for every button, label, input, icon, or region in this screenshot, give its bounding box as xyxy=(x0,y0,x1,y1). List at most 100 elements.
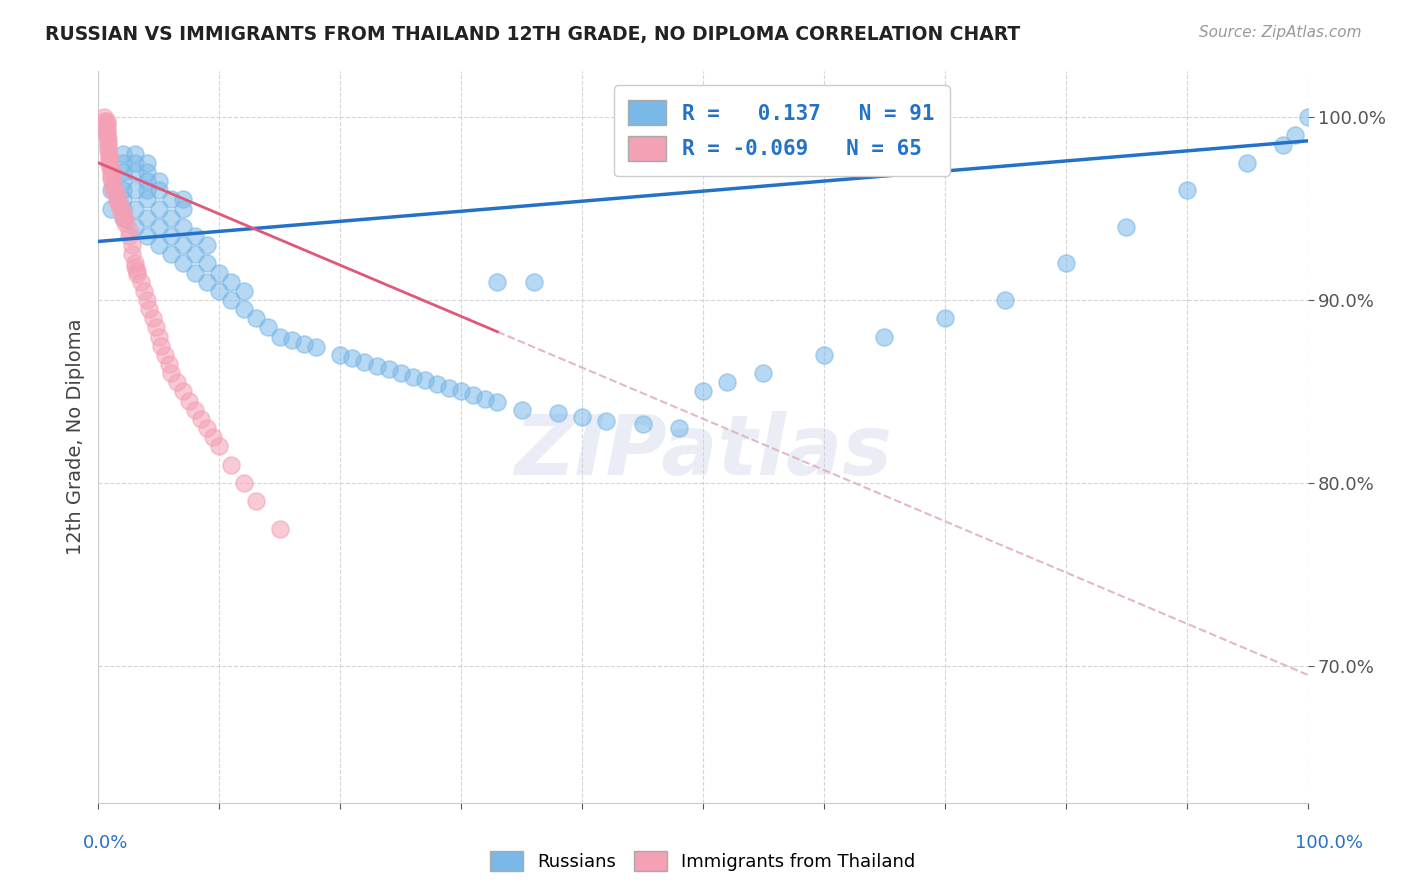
Point xyxy=(148,238,170,252)
Point xyxy=(208,439,231,453)
Point xyxy=(389,366,412,380)
Point xyxy=(111,209,134,223)
Y-axis label: 12th Grade, No Diploma: 12th Grade, No Diploma xyxy=(66,318,84,556)
Point xyxy=(245,494,267,508)
Point xyxy=(172,384,194,399)
Point xyxy=(121,238,143,252)
Point xyxy=(100,161,122,176)
Point xyxy=(523,275,546,289)
Point xyxy=(97,136,120,150)
Point xyxy=(108,202,131,216)
Point xyxy=(148,174,170,188)
Point xyxy=(172,202,194,216)
Point xyxy=(486,275,509,289)
Point xyxy=(934,311,956,326)
Point xyxy=(1272,137,1295,152)
Point xyxy=(96,121,118,136)
Point xyxy=(108,198,131,212)
Text: Source: ZipAtlas.com: Source: ZipAtlas.com xyxy=(1198,25,1361,40)
Point xyxy=(184,228,207,243)
Point xyxy=(172,219,194,234)
Point xyxy=(221,458,243,472)
Point xyxy=(437,381,460,395)
Point xyxy=(1054,256,1077,270)
Point xyxy=(463,388,485,402)
Point xyxy=(221,293,243,307)
Point xyxy=(111,202,134,216)
Point xyxy=(98,158,121,172)
Legend: Russians, Immigrants from Thailand: Russians, Immigrants from Thailand xyxy=(484,844,922,879)
Point xyxy=(100,202,122,216)
Point xyxy=(101,176,124,190)
Point xyxy=(510,402,533,417)
Point xyxy=(135,192,157,206)
Point xyxy=(366,359,388,373)
Point xyxy=(716,375,738,389)
Point xyxy=(160,192,183,206)
Point xyxy=(631,417,654,432)
Point xyxy=(256,320,278,334)
Point xyxy=(111,165,134,179)
Point xyxy=(100,183,122,197)
Text: 100.0%: 100.0% xyxy=(1295,834,1362,852)
Point xyxy=(111,174,134,188)
Point xyxy=(93,121,115,136)
Point xyxy=(148,219,170,234)
Point xyxy=(127,268,149,282)
Point xyxy=(195,238,218,252)
Point xyxy=(305,341,328,355)
Point xyxy=(166,375,188,389)
Point xyxy=(172,238,194,252)
Text: RUSSIAN VS IMMIGRANTS FROM THAILAND 12TH GRADE, NO DIPLOMA CORRELATION CHART: RUSSIAN VS IMMIGRANTS FROM THAILAND 12TH… xyxy=(45,25,1021,44)
Point xyxy=(97,132,120,146)
Point xyxy=(150,338,173,352)
Point xyxy=(413,373,436,387)
Point xyxy=(994,293,1017,307)
Point xyxy=(1115,219,1137,234)
Point xyxy=(160,228,183,243)
Text: 0.0%: 0.0% xyxy=(83,834,128,852)
Point xyxy=(129,275,152,289)
Point xyxy=(142,311,165,326)
Point xyxy=(121,247,143,261)
Point xyxy=(329,348,352,362)
Point xyxy=(135,165,157,179)
Point xyxy=(269,329,291,343)
Point xyxy=(93,125,115,139)
Point xyxy=(232,301,254,316)
Point xyxy=(118,228,141,243)
Point xyxy=(135,293,157,307)
Point xyxy=(571,409,593,424)
Point xyxy=(105,186,128,201)
Point xyxy=(184,402,207,417)
Point xyxy=(752,366,775,380)
Point xyxy=(124,202,146,216)
Point xyxy=(668,421,690,435)
Point xyxy=(873,329,896,343)
Point xyxy=(148,202,170,216)
Point xyxy=(184,265,207,279)
Point xyxy=(105,194,128,209)
Point xyxy=(134,284,156,298)
Point xyxy=(96,128,118,143)
Point xyxy=(145,320,167,334)
Point xyxy=(101,179,124,194)
Point xyxy=(124,256,146,270)
Point xyxy=(138,301,160,316)
Point xyxy=(172,192,194,206)
Point xyxy=(135,228,157,243)
Legend: R =   0.137   N = 91, R = -0.069   N = 65: R = 0.137 N = 91, R = -0.069 N = 65 xyxy=(613,86,949,176)
Point xyxy=(98,146,121,161)
Point xyxy=(105,190,128,204)
Point xyxy=(281,333,304,347)
Point xyxy=(153,348,176,362)
Point xyxy=(547,406,569,420)
Point xyxy=(160,247,183,261)
Point xyxy=(245,311,267,326)
Point xyxy=(111,211,134,225)
Point xyxy=(202,430,225,444)
Point xyxy=(98,150,121,164)
Point xyxy=(97,143,120,157)
Point xyxy=(111,192,134,206)
Point xyxy=(426,377,449,392)
